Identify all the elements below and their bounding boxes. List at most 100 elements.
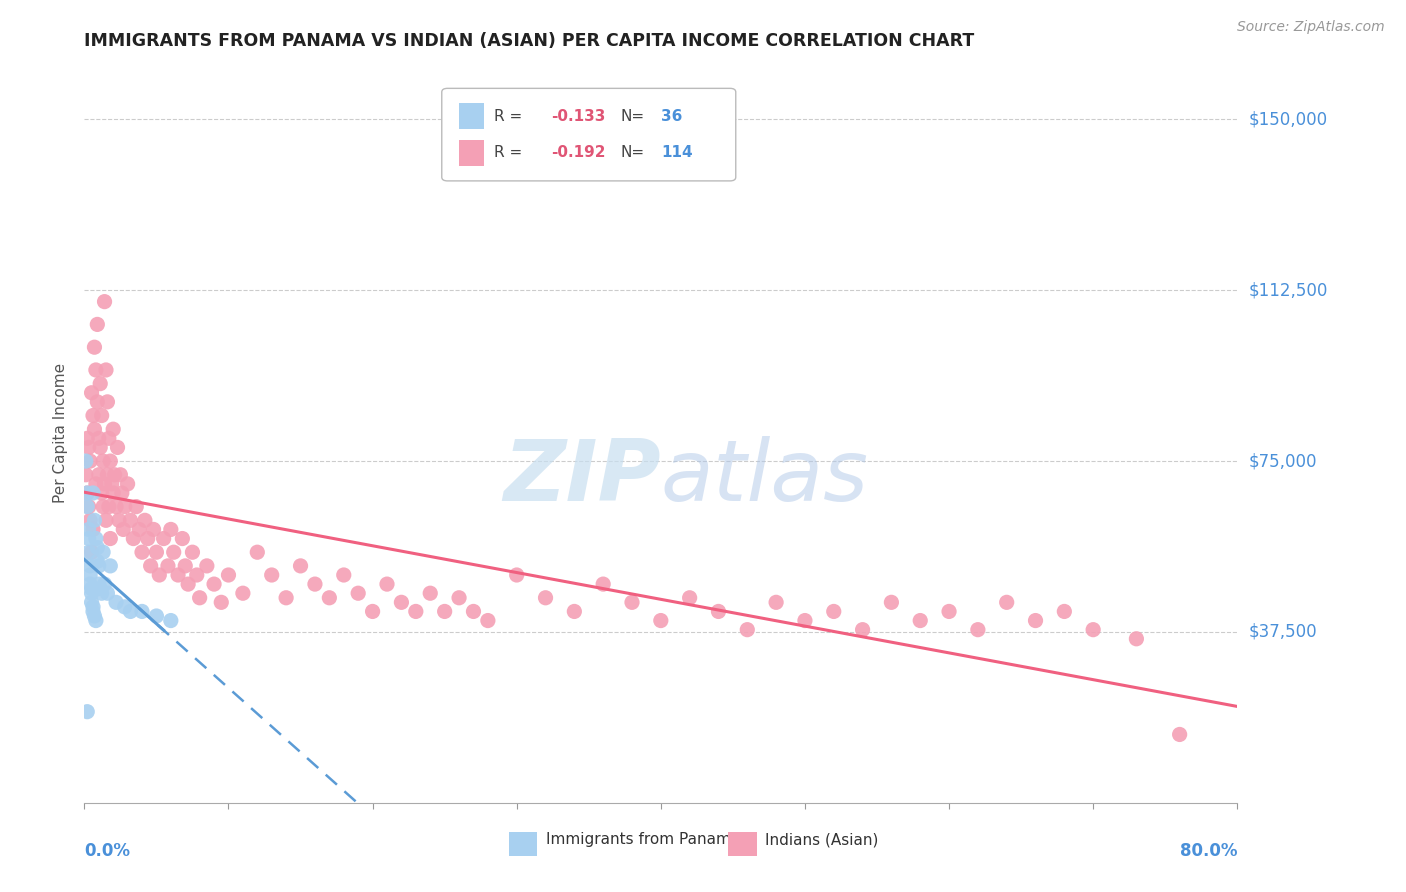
Text: $150,000: $150,000 (1249, 111, 1327, 128)
Point (103, 486, 124, 500)
Point (100, 476, 122, 491)
Point (79, 568, 101, 582)
Point (477, 614, 499, 628)
Point (82, 486, 104, 500)
Point (347, 586, 370, 600)
Point (84, 476, 107, 491)
Point (172, 532, 194, 546)
Point (93, 294, 115, 309)
Point (209, 595, 232, 609)
Point (84, 532, 107, 546)
Point (77, 441, 100, 455)
Point (333, 568, 356, 582)
Point (506, 568, 529, 582)
Point (167, 568, 190, 582)
Point (134, 513, 156, 527)
Point (86, 541, 108, 555)
Point (98, 454, 121, 468)
Point (1053, 604, 1076, 618)
Text: -0.133: -0.133 (551, 109, 606, 124)
Point (80, 545, 103, 559)
Point (91, 454, 114, 468)
Point (80, 582, 103, 596)
Text: Indians (Asian): Indians (Asian) (765, 832, 877, 847)
Point (391, 595, 413, 609)
Point (910, 614, 932, 628)
Point (621, 595, 644, 609)
Point (97, 500, 120, 514)
Point (1083, 623, 1105, 637)
Point (75, 454, 97, 468)
Point (160, 523, 183, 537)
Text: N=: N= (620, 145, 644, 161)
Point (82, 523, 104, 537)
Point (188, 591, 211, 605)
Point (76, 431, 98, 445)
Point (111, 486, 134, 500)
Point (707, 604, 730, 618)
Point (128, 523, 150, 537)
Point (120, 604, 142, 618)
Point (76, 486, 98, 500)
Point (98, 558, 121, 573)
Text: $75,000: $75,000 (1249, 452, 1317, 470)
Point (82, 604, 104, 618)
Point (136, 532, 159, 546)
Point (318, 591, 340, 605)
Point (87, 467, 110, 482)
Point (145, 609, 167, 624)
Point (83, 513, 105, 527)
Point (131, 604, 153, 618)
Point (152, 532, 174, 546)
Point (218, 568, 240, 582)
Point (852, 623, 875, 637)
Point (419, 586, 441, 600)
Point (91, 545, 114, 559)
Point (650, 614, 672, 628)
FancyBboxPatch shape (460, 140, 485, 166)
Point (76, 486, 98, 500)
Point (1125, 632, 1147, 646)
Point (80, 595, 103, 609)
Point (75, 467, 97, 482)
Point (108, 513, 131, 527)
Point (87, 431, 110, 445)
Point (87, 558, 110, 573)
FancyBboxPatch shape (460, 103, 485, 129)
Point (89, 441, 111, 455)
Text: R =: R = (494, 109, 522, 124)
Text: -0.192: -0.192 (551, 145, 606, 161)
Point (967, 623, 990, 637)
Text: Immigrants from Panama: Immigrants from Panama (546, 832, 740, 847)
Point (98, 532, 121, 546)
Point (163, 545, 186, 559)
Point (83, 609, 105, 624)
Point (97, 431, 120, 445)
Point (114, 500, 136, 514)
Point (304, 577, 326, 591)
Point (86, 554, 108, 568)
Point (77, 523, 100, 537)
Point (995, 595, 1018, 609)
Point (93, 577, 115, 591)
Point (177, 577, 200, 591)
Point (82, 409, 104, 423)
Text: R =: R = (494, 145, 522, 161)
Point (80, 385, 103, 400)
Point (246, 545, 269, 559)
Point (142, 523, 165, 537)
Point (96, 586, 118, 600)
Text: IMMIGRANTS FROM PANAMA VS INDIAN (ASIAN) PER CAPITA INCOME CORRELATION CHART: IMMIGRANTS FROM PANAMA VS INDIAN (ASIAN)… (84, 32, 974, 50)
Point (534, 591, 557, 605)
Point (139, 558, 162, 573)
Text: 36: 36 (661, 109, 682, 124)
Text: $112,500: $112,500 (1249, 281, 1327, 299)
Point (1168, 727, 1191, 741)
Y-axis label: Per Capita Income: Per Capita Income (53, 362, 69, 503)
Point (86, 395, 108, 409)
Point (202, 577, 225, 591)
FancyBboxPatch shape (728, 832, 756, 856)
Point (737, 623, 759, 637)
Point (76, 500, 98, 514)
Point (276, 591, 298, 605)
